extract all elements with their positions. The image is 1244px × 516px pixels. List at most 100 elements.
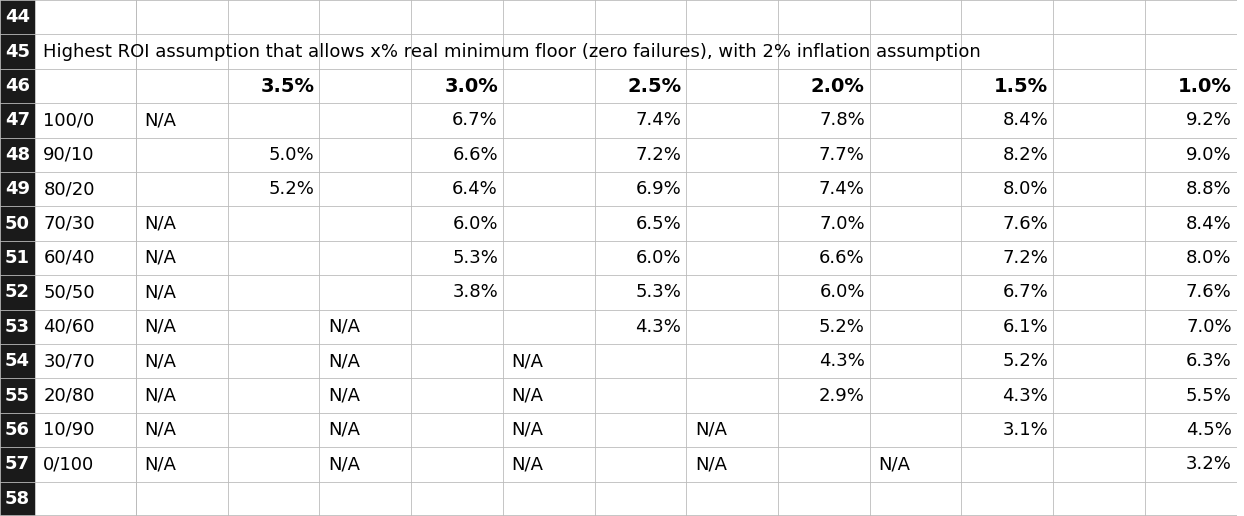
- Bar: [0, 241, 35, 275]
- Text: 6.6%: 6.6%: [453, 146, 498, 164]
- Text: 57: 57: [5, 456, 30, 473]
- Bar: [0, 447, 35, 481]
- Text: N/A: N/A: [511, 386, 544, 405]
- Text: 5.0%: 5.0%: [269, 146, 315, 164]
- Text: 7.7%: 7.7%: [819, 146, 865, 164]
- Text: 6.1%: 6.1%: [1003, 318, 1049, 336]
- Text: N/A: N/A: [511, 421, 544, 439]
- Text: 58: 58: [5, 490, 30, 508]
- Text: 3.5%: 3.5%: [260, 76, 315, 95]
- Bar: [0, 378, 35, 413]
- Text: 4.3%: 4.3%: [636, 318, 682, 336]
- Text: 49: 49: [5, 180, 30, 198]
- Bar: [0, 35, 35, 69]
- Text: 50/50: 50/50: [44, 283, 95, 301]
- Text: 5.3%: 5.3%: [452, 249, 498, 267]
- Text: N/A: N/A: [144, 386, 177, 405]
- Text: 10/90: 10/90: [44, 421, 95, 439]
- Bar: [0, 0, 35, 35]
- Text: N/A: N/A: [144, 249, 177, 267]
- Text: 6.3%: 6.3%: [1186, 352, 1232, 370]
- Text: 5.2%: 5.2%: [269, 180, 315, 198]
- Text: 46: 46: [5, 77, 30, 95]
- Text: N/A: N/A: [144, 111, 177, 130]
- Bar: [0, 172, 35, 206]
- Text: 8.0%: 8.0%: [1003, 180, 1049, 198]
- Text: 2.0%: 2.0%: [811, 76, 865, 95]
- Text: 6.9%: 6.9%: [636, 180, 682, 198]
- Text: 7.2%: 7.2%: [1003, 249, 1049, 267]
- Bar: [0, 138, 35, 172]
- Text: 55: 55: [5, 386, 30, 405]
- Text: 3.0%: 3.0%: [444, 76, 498, 95]
- Text: 56: 56: [5, 421, 30, 439]
- Text: 2.5%: 2.5%: [627, 76, 682, 95]
- Text: 7.0%: 7.0%: [820, 215, 865, 233]
- Text: 6.6%: 6.6%: [820, 249, 865, 267]
- Text: 8.2%: 8.2%: [1003, 146, 1049, 164]
- Bar: [0, 69, 35, 103]
- Text: 1.0%: 1.0%: [1178, 76, 1232, 95]
- Text: 52: 52: [5, 283, 30, 301]
- Text: 4.3%: 4.3%: [819, 352, 865, 370]
- Text: N/A: N/A: [511, 352, 544, 370]
- Text: 6.7%: 6.7%: [1003, 283, 1049, 301]
- Text: 8.0%: 8.0%: [1187, 249, 1232, 267]
- Text: 9.2%: 9.2%: [1186, 111, 1232, 130]
- Text: 90/10: 90/10: [44, 146, 95, 164]
- Text: 6.0%: 6.0%: [820, 283, 865, 301]
- Bar: [0, 481, 35, 516]
- Text: N/A: N/A: [695, 421, 726, 439]
- Text: 5.5%: 5.5%: [1186, 386, 1232, 405]
- Text: 60/40: 60/40: [44, 249, 95, 267]
- Text: 6.7%: 6.7%: [452, 111, 498, 130]
- Text: 53: 53: [5, 318, 30, 336]
- Text: 3.2%: 3.2%: [1186, 456, 1232, 473]
- Text: 7.6%: 7.6%: [1003, 215, 1049, 233]
- Text: 80/20: 80/20: [44, 180, 95, 198]
- Text: 5.3%: 5.3%: [636, 283, 682, 301]
- Text: 51: 51: [5, 249, 30, 267]
- Text: N/A: N/A: [328, 456, 360, 473]
- Text: N/A: N/A: [878, 456, 911, 473]
- Text: 54: 54: [5, 352, 30, 370]
- Text: 4.5%: 4.5%: [1186, 421, 1232, 439]
- Text: Highest ROI assumption that allows x% real minimum floor (zero failures), with 2: Highest ROI assumption that allows x% re…: [44, 43, 982, 60]
- Text: 8.8%: 8.8%: [1186, 180, 1232, 198]
- Text: 7.4%: 7.4%: [819, 180, 865, 198]
- Text: 70/30: 70/30: [44, 215, 95, 233]
- Text: 5.2%: 5.2%: [819, 318, 865, 336]
- Text: 1.5%: 1.5%: [994, 76, 1049, 95]
- Text: N/A: N/A: [144, 352, 177, 370]
- Text: 50: 50: [5, 215, 30, 233]
- Bar: [0, 310, 35, 344]
- Text: 44: 44: [5, 8, 30, 26]
- Text: 6.0%: 6.0%: [636, 249, 682, 267]
- Text: 100/0: 100/0: [44, 111, 95, 130]
- Text: 20/80: 20/80: [44, 386, 95, 405]
- Text: 4.3%: 4.3%: [1003, 386, 1049, 405]
- Text: 7.0%: 7.0%: [1186, 318, 1232, 336]
- Bar: [0, 344, 35, 378]
- Text: 40/60: 40/60: [44, 318, 95, 336]
- Text: 30/70: 30/70: [44, 352, 95, 370]
- Text: 47: 47: [5, 111, 30, 130]
- Text: 5.2%: 5.2%: [1003, 352, 1049, 370]
- Text: 6.4%: 6.4%: [452, 180, 498, 198]
- Text: 7.4%: 7.4%: [636, 111, 682, 130]
- Text: N/A: N/A: [328, 352, 360, 370]
- Bar: [0, 206, 35, 241]
- Text: N/A: N/A: [328, 421, 360, 439]
- Text: 0/100: 0/100: [44, 456, 95, 473]
- Text: 2.9%: 2.9%: [819, 386, 865, 405]
- Text: 6.5%: 6.5%: [636, 215, 682, 233]
- Text: N/A: N/A: [695, 456, 726, 473]
- Text: 8.4%: 8.4%: [1003, 111, 1049, 130]
- Text: 7.6%: 7.6%: [1186, 283, 1232, 301]
- Bar: [0, 275, 35, 310]
- Text: N/A: N/A: [144, 421, 177, 439]
- Text: N/A: N/A: [328, 386, 360, 405]
- Text: N/A: N/A: [511, 456, 544, 473]
- Text: 6.0%: 6.0%: [453, 215, 498, 233]
- Text: N/A: N/A: [144, 215, 177, 233]
